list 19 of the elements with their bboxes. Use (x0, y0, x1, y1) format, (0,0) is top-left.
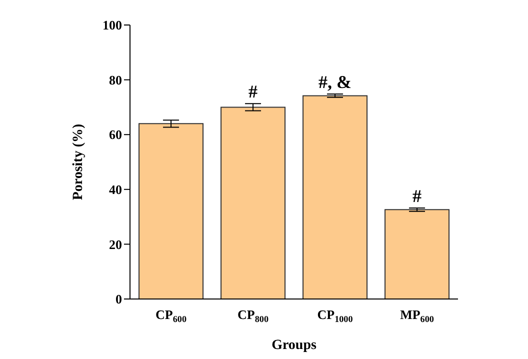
y-tick-label: 20 (109, 236, 122, 252)
x-tick-label: CP$_{600}$ (156, 307, 187, 324)
x-tick-label: CP$_{1000}$ (317, 307, 354, 324)
y-axis-title: Porosity (%) (70, 123, 86, 200)
y-tick-label: 60 (109, 127, 122, 142)
bar (220, 106, 286, 299)
annotation: # (248, 82, 258, 102)
bar (138, 123, 204, 299)
x-axis-title: Groups (272, 338, 317, 353)
y-tick-label: 0 (116, 292, 122, 307)
x-tick-label: CP$_{800}$ (238, 307, 269, 324)
y-tick-label: 40 (109, 182, 122, 198)
bar (302, 95, 368, 299)
y-tick-label: 80 (109, 72, 122, 88)
annotation: # (412, 186, 422, 206)
x-tick-label: MP$_{600}$ (400, 307, 434, 324)
annotation: #, & (318, 72, 352, 92)
bar (384, 209, 450, 299)
y-tick-label: 100 (102, 18, 122, 33)
